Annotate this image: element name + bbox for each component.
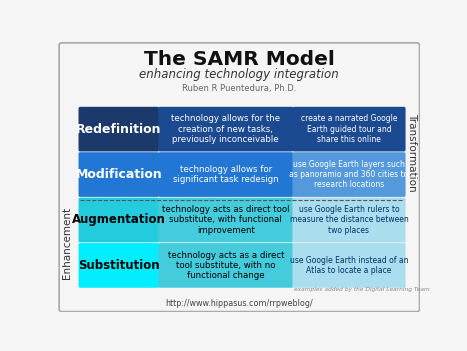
FancyBboxPatch shape <box>158 152 293 197</box>
Text: technology allows for
significant task redesign: technology allows for significant task r… <box>173 165 279 184</box>
Text: use Google Earth instead of an
Atlas to locate a place: use Google Earth instead of an Atlas to … <box>290 256 408 275</box>
Text: Ruben R Puentedura, Ph.D.: Ruben R Puentedura, Ph.D. <box>182 84 297 93</box>
Text: Augmentation: Augmentation <box>72 213 166 226</box>
Text: use Google Earth layers such
as panoramio and 360 cities to
research locations: use Google Earth layers such as panorami… <box>290 160 409 190</box>
FancyBboxPatch shape <box>158 243 293 288</box>
FancyBboxPatch shape <box>78 243 159 288</box>
FancyBboxPatch shape <box>59 43 419 312</box>
Text: Redefinition: Redefinition <box>76 122 162 135</box>
FancyBboxPatch shape <box>292 107 405 152</box>
FancyBboxPatch shape <box>292 198 405 242</box>
Text: The SAMR Model: The SAMR Model <box>144 50 335 69</box>
FancyBboxPatch shape <box>78 198 159 242</box>
FancyBboxPatch shape <box>292 243 405 288</box>
Text: Modification: Modification <box>76 168 162 181</box>
FancyBboxPatch shape <box>292 152 405 197</box>
FancyBboxPatch shape <box>158 198 293 242</box>
FancyBboxPatch shape <box>158 107 293 152</box>
Text: examples added by the Digital Learning Team: examples added by the Digital Learning T… <box>294 287 430 292</box>
Text: create a narrated Google
Earth guided tour and
share this online: create a narrated Google Earth guided to… <box>301 114 397 144</box>
Text: Substitution: Substitution <box>78 259 160 272</box>
Text: Enhancement: Enhancement <box>62 207 72 279</box>
Text: enhancing technology integration: enhancing technology integration <box>140 68 339 81</box>
Text: technology allows for the
creation of new tasks,
previously inconceivable: technology allows for the creation of ne… <box>171 114 280 144</box>
Text: use Google Earth rulers to
measure the distance between
two places: use Google Earth rulers to measure the d… <box>290 205 408 235</box>
Text: http://www.hippasus.com/rrpweblog/: http://www.hippasus.com/rrpweblog/ <box>165 299 313 307</box>
Text: technology acts as direct tool
substitute, with functional
improvement: technology acts as direct tool substitut… <box>162 205 290 235</box>
Text: Transformation: Transformation <box>408 113 417 191</box>
FancyBboxPatch shape <box>78 152 159 197</box>
Text: technology acts as a direct
tool substitute, with no
functional change: technology acts as a direct tool substit… <box>168 251 284 280</box>
FancyBboxPatch shape <box>78 107 159 152</box>
